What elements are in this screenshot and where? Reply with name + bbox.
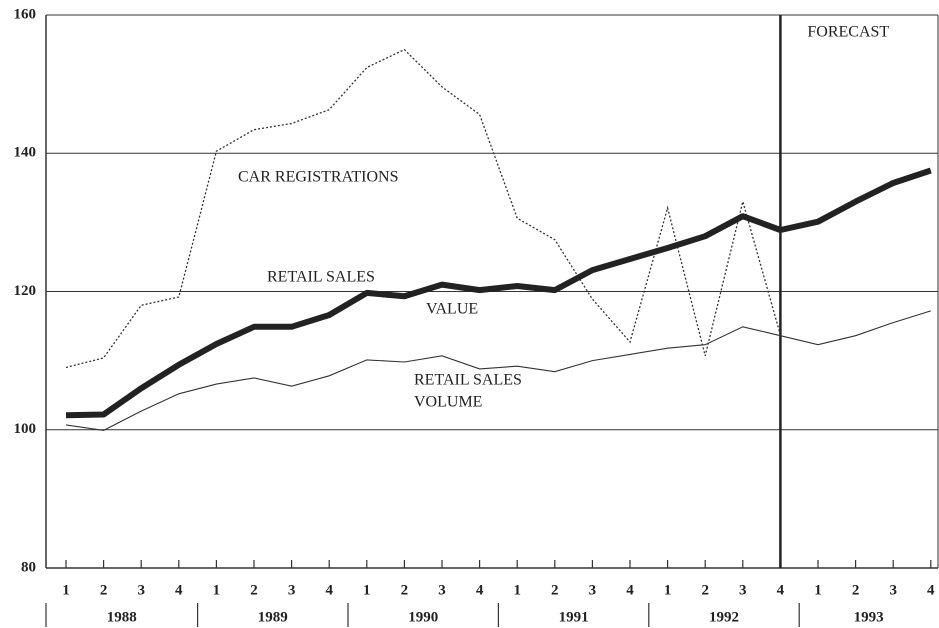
x-tick-label: 2 [250,582,258,598]
series-label: RETAIL SALES [414,372,522,389]
x-group-label: 1992 [709,609,739,625]
x-tick-label: 4 [325,582,333,598]
x-group-label: 1988 [107,609,137,625]
y-tick-label: 140 [14,145,37,161]
x-tick-label: 3 [438,582,446,598]
series-line [65,167,932,419]
x-tick-label: 1 [62,582,70,598]
x-tick-label: 2 [701,582,709,598]
x-tick-label: 3 [589,582,597,598]
x-tick-label: 4 [175,582,183,598]
x-tick-label: 4 [476,582,484,598]
x-tick-label: 3 [137,582,145,598]
x-tick-label: 1 [664,582,672,598]
y-tick-label: 160 [14,6,37,22]
x-group-label: 1989 [258,609,288,625]
forecast-label: FORECAST [807,24,889,41]
series-line [65,48,782,369]
series-label: VOLUME [414,394,482,411]
x-tick-label: 3 [288,582,296,598]
x-tick-label: 2 [551,582,559,598]
series-line [65,310,931,431]
x-tick-label: 2 [852,582,860,598]
y-tick-label: 80 [21,559,36,575]
series-label: VALUE [426,301,478,318]
x-tick-label: 4 [777,582,785,598]
x-tick-label: 3 [889,582,897,598]
x-tick-label: 1 [363,582,371,598]
x-tick-label: 1 [213,582,221,598]
x-tick-label: 2 [401,582,409,598]
x-group-label: 1991 [559,609,589,625]
x-group-label: 1993 [854,609,884,625]
x-tick-label: 1 [513,582,521,598]
x-tick-label: 3 [739,582,747,598]
x-group-label: 1990 [408,609,438,625]
y-tick-label: 120 [14,283,37,299]
series-label: RETAIL SALES [267,269,375,286]
x-tick-label: 4 [927,582,935,598]
series-label: CAR REGISTRATIONS [238,169,398,186]
x-tick-label: 1 [814,582,822,598]
y-tick-label: 100 [14,421,37,437]
x-tick-label: 4 [626,582,634,598]
x-tick-label: 2 [100,582,108,598]
